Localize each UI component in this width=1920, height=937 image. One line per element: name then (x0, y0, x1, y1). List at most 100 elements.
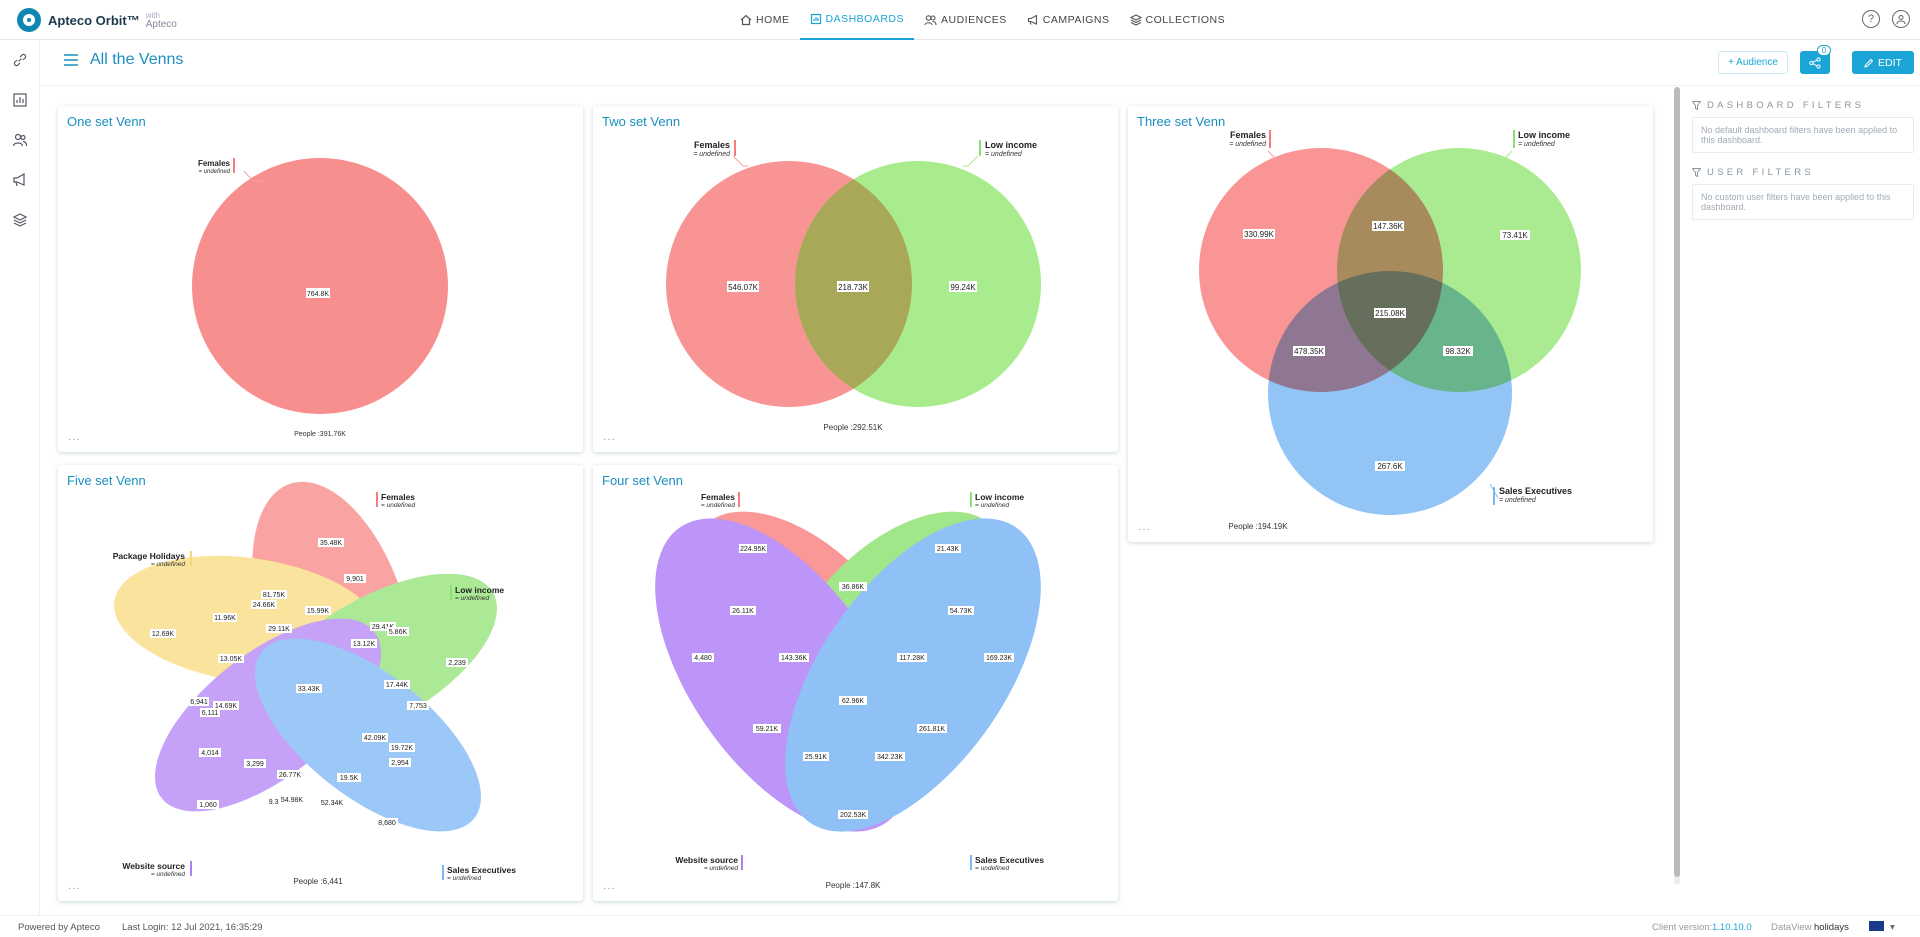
region-label: 42.09K (364, 735, 387, 742)
panel-title: Two set Venn (602, 114, 681, 129)
help-icon[interactable]: ? (1862, 10, 1880, 28)
panel-more-button[interactable]: ··· (68, 434, 81, 445)
set-label-sales-executives: Sales Executives (447, 865, 516, 875)
region-label: 59.21K (756, 726, 779, 733)
region-label: 12.69K (152, 631, 175, 638)
top-bar: Apteco Orbit™ with Apteco HOME DASHBOARDS… (0, 0, 1920, 40)
region-label: 4,014 (201, 750, 219, 757)
set-sub-low-income: = undefined (455, 595, 490, 602)
chart-icon[interactable] (12, 92, 28, 108)
set-sub-females: = undefined (1229, 141, 1267, 148)
venn-three-set[interactable]: Females = undefined Low income = undefin… (1128, 106, 1653, 542)
set-sub-females: = undefined (693, 151, 731, 158)
user-filters-heading: USER FILTERS (1707, 167, 1814, 178)
region-label: 62.96K (842, 698, 865, 705)
region-label: 33.43K (298, 686, 321, 693)
panel-title: Four set Venn (602, 473, 683, 488)
region-label: 98.32K (1445, 347, 1471, 356)
panel-title: Three set Venn (1137, 114, 1226, 129)
venn-four-set[interactable]: Females = undefined Low income = undefin… (593, 465, 1118, 901)
panel-more-button[interactable]: ··· (68, 883, 81, 894)
nav-collections-label: COLLECTIONS (1145, 14, 1226, 26)
region-label: 764.8K (307, 291, 330, 298)
user-filters-message: No custom user filters have been applied… (1692, 184, 1914, 220)
venn-two-set[interactable]: Females = undefined Low income = undefin… (593, 106, 1118, 452)
panel-more-button[interactable]: ··· (603, 883, 616, 894)
region-label: 2,239 (448, 660, 466, 667)
edit-button[interactable]: EDIT (1852, 51, 1914, 74)
set-sub-sales-executives: = undefined (447, 875, 482, 882)
total-label: People :6,441 (293, 877, 343, 886)
share-button[interactable] (1800, 51, 1830, 74)
region-label: 143.36K (781, 655, 807, 662)
uk-flag-icon[interactable] (1869, 921, 1884, 931)
edit-icon (1864, 58, 1874, 68)
total-label: People :194.19K (1228, 522, 1288, 531)
region-label: 215.08K (1375, 309, 1405, 318)
nav-dashboards[interactable]: DASHBOARDS (799, 0, 915, 40)
panel-title: One set Venn (67, 114, 146, 129)
set-females (192, 158, 448, 414)
set-label-females: Females (694, 140, 730, 150)
dashboard-scrollbar[interactable] (1674, 87, 1680, 885)
region-label: 478.35K (1294, 347, 1324, 356)
region-label: 26.77K (279, 772, 302, 779)
set-label-website-source: Website source (122, 861, 185, 871)
language-dropdown-icon[interactable]: ▾ (1890, 922, 1895, 933)
region-label: 202.53K (840, 812, 866, 819)
set-label-females: Females (1230, 130, 1266, 140)
venn-five-set[interactable]: Females = undefined Package Holidays = u… (58, 465, 583, 901)
nav-audiences[interactable]: AUDIENCES (914, 0, 1017, 40)
main-nav: HOME DASHBOARDS AUDIENCES CAMPAIGNS COLL… (730, 0, 1235, 40)
region-label: 21.43K (937, 546, 960, 553)
footer: Powered by Apteco Last Login: 12 Jul 202… (0, 915, 1920, 937)
share-count-badge: 0 (1817, 45, 1831, 56)
nav-campaigns-label: CAMPAIGNS (1042, 14, 1110, 26)
nav-campaigns[interactable]: CAMPAIGNS (1017, 0, 1120, 40)
set-sub-package-holidays: = undefined (151, 561, 186, 568)
region-label: 81.75K (263, 592, 286, 599)
region-label: 546.07K (728, 283, 758, 292)
venn-one-set[interactable]: Females = undefined 764.8K People :391.7… (58, 106, 583, 452)
campaigns-icon (1027, 14, 1037, 25)
app-logo[interactable]: Apteco Orbit™ with Apteco (17, 8, 177, 32)
user-account-icon[interactable] (1892, 10, 1910, 28)
megaphone-icon[interactable] (12, 172, 28, 188)
region-label: 13.05K (220, 656, 243, 663)
set-label-sales-executives: Sales Executives (975, 855, 1044, 865)
people-icon[interactable] (12, 132, 28, 148)
nav-dashboards-label: DASHBOARDS (825, 13, 905, 25)
scrollbar-thumb[interactable] (1674, 87, 1680, 877)
dashboard-filters-heading: DASHBOARD FILTERS (1707, 100, 1865, 111)
region-label: 26.11K (732, 608, 754, 615)
region-label: 330.99K (1244, 230, 1274, 239)
region-label: 4,480 (694, 655, 712, 662)
collections-icon (1129, 14, 1142, 26)
set-sub-females: = undefined (198, 169, 230, 175)
link-icon[interactable] (12, 52, 28, 68)
region-label: 54.98K (281, 797, 304, 804)
dataview-value: holidays (1814, 922, 1849, 933)
audience-button[interactable]: + Audience (1718, 51, 1788, 74)
set-label-low-income: Low income (455, 585, 504, 595)
region-label: 117.28K (899, 655, 925, 662)
filter-icon (1692, 168, 1701, 177)
nav-home[interactable]: HOME (730, 0, 800, 40)
nav-collections[interactable]: COLLECTIONS (1120, 0, 1236, 40)
audiences-icon (924, 15, 937, 26)
set-label-package-holidays: Package Holidays (113, 551, 186, 561)
region-label: 224.95K (740, 546, 766, 553)
panel-more-button[interactable]: ··· (1138, 524, 1151, 535)
panel-more-button[interactable]: ··· (603, 434, 616, 445)
set-label-females: Females (198, 159, 231, 168)
region-label: 7,753 (409, 703, 427, 710)
client-version-label: Client version: (1652, 922, 1713, 933)
set-sub-sales-executives: = undefined (1499, 497, 1537, 504)
menu-icon[interactable] (64, 54, 78, 66)
region-label: 169.23K (986, 655, 1012, 662)
region-label: 9,901 (346, 576, 364, 583)
region-label: 99.24K (950, 283, 976, 292)
layers-icon[interactable] (12, 212, 28, 228)
region-label: 6,941 (190, 699, 208, 706)
dashboard-header: All the Venns + Audience 0 EDIT (40, 40, 1920, 86)
